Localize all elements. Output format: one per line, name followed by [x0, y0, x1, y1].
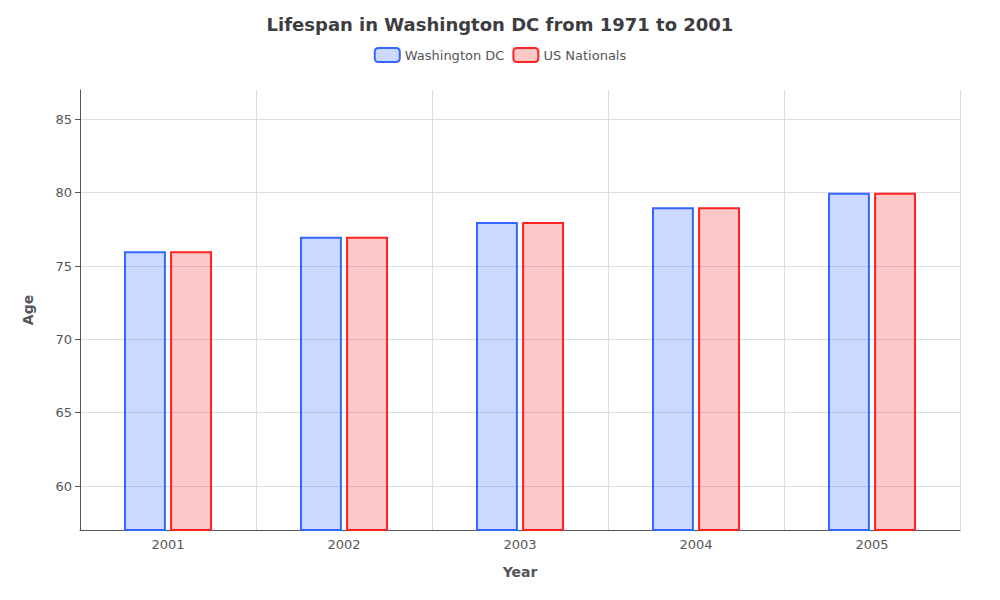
svg-text:2001: 2001 [151, 537, 184, 552]
svg-text:80: 80 [55, 185, 72, 200]
svg-text:85: 85 [55, 112, 72, 127]
svg-text:65: 65 [55, 405, 72, 420]
svg-text:2005: 2005 [855, 537, 888, 552]
svg-text:60: 60 [55, 479, 72, 494]
svg-text:75: 75 [55, 259, 72, 274]
svg-text:Year: Year [502, 564, 538, 580]
svg-text:US Nationals: US Nationals [543, 48, 626, 63]
svg-text:Age: Age [20, 295, 36, 325]
svg-text:2002: 2002 [327, 537, 360, 552]
svg-text:70: 70 [55, 332, 72, 347]
svg-text:Washington DC: Washington DC [405, 48, 505, 63]
svg-text:2003: 2003 [503, 537, 536, 552]
svg-text:Lifespan in Washington DC from: Lifespan in Washington DC from 1971 to 2… [267, 14, 734, 35]
svg-text:2004: 2004 [679, 537, 712, 552]
